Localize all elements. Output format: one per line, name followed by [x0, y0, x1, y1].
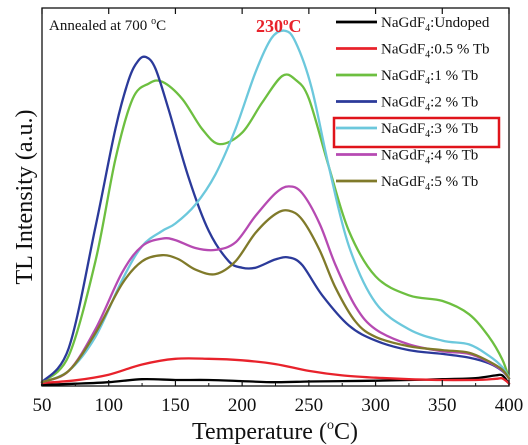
- x-tick-label: 350: [428, 395, 457, 416]
- legend-label-3: NaGdF4:2 % Tb: [381, 95, 478, 114]
- legend-label-2: NaGdF4:1 % Tb: [381, 68, 478, 87]
- legend-label-0: NaGdF4:Undoped: [381, 15, 490, 34]
- series-line-3: [40, 55, 511, 384]
- series-layer: [40, 29, 511, 387]
- x-tick-label: 150: [161, 395, 190, 416]
- legend-label-1: NaGdF4:0.5 % Tb: [381, 42, 489, 61]
- legend-label-4: NaGdF4:3 % Tb: [381, 121, 478, 140]
- x-tick-label: 300: [361, 395, 390, 416]
- legend: NaGdF4:Undoped NaGdF4:0.5 % Tb NaGdF4:1 % …: [336, 15, 490, 193]
- annealing-note: Annealed at 700 oC: [49, 16, 166, 34]
- x-tick-label: 250: [295, 395, 324, 416]
- x-tick-label: 50: [33, 395, 52, 416]
- series-line-5: [40, 185, 511, 384]
- peak-temperature-label: 230oC: [256, 16, 302, 36]
- series-line-6: [40, 209, 511, 384]
- x-tick-label: 100: [94, 395, 123, 416]
- series-line-1: [40, 357, 511, 385]
- x-tick-label: 200: [228, 395, 257, 416]
- x-axis-title: Temperature (oC): [192, 418, 358, 445]
- plot-frame: [41, 7, 510, 387]
- series-line-2: [40, 73, 511, 384]
- legend-label-5: NaGdF4:4 % Tb: [381, 148, 478, 167]
- legend-label-6: NaGdF4:5 % Tb: [381, 174, 478, 193]
- legend-highlight-box: [332, 116, 501, 149]
- x-tick-label: 400: [495, 395, 524, 416]
- x-axis-ticks: 50 100 150 200 250 300 350 400: [33, 8, 524, 416]
- y-axis-title: TL Intensity (a.u.): [12, 109, 38, 284]
